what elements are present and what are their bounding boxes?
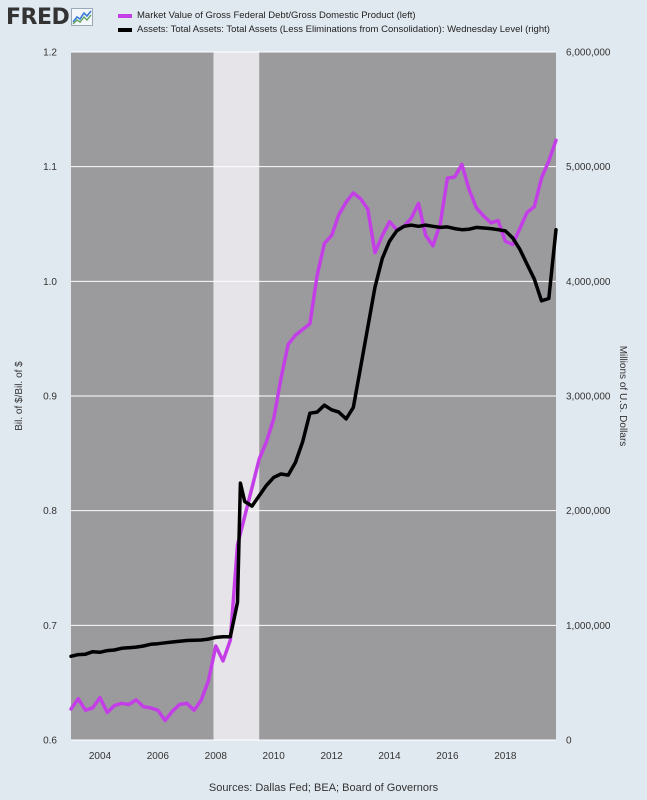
x-axis-ticks: 2004 2006 2008 2010 2012 2014 2016 2018 — [89, 751, 517, 762]
left-tick-label: 1.2 — [43, 48, 57, 59]
x-tick-label: 2004 — [89, 751, 112, 762]
right-tick-label: 6,000,000 — [566, 48, 611, 59]
x-tick-label: 2010 — [263, 751, 286, 762]
right-tick-label: 1,000,000 — [566, 621, 611, 632]
chart-legend: Market Value of Gross Federal Debt/Gross… — [118, 9, 550, 37]
x-tick-label: 2008 — [205, 751, 228, 762]
left-tick-label: 0.7 — [43, 621, 57, 632]
legend-item-fed-assets: Assets: Total Assets: Total Assets (Less… — [118, 23, 550, 37]
legend-item-debt-gdp: Market Value of Gross Federal Debt/Gross… — [118, 9, 550, 23]
left-axis-ticks: 0.6 0.7 0.8 0.9 1.0 1.1 1.2 — [43, 48, 57, 747]
left-tick-label: 1.1 — [43, 162, 57, 173]
right-tick-label: 2,000,000 — [566, 506, 611, 517]
x-tick-label: 2014 — [378, 751, 401, 762]
series-line-debt-gdp — [69, 138, 558, 723]
right-axis-title: Millions of U.S. Dollars — [617, 346, 628, 447]
fred-logo-text: FRED — [6, 4, 70, 30]
gridlines — [71, 51, 556, 741]
sources-note: Sources: Dallas Fed; BEA; Board of Gover… — [208, 782, 439, 794]
x-tick-label: 2012 — [320, 751, 343, 762]
x-tick-label: 2016 — [436, 751, 459, 762]
left-tick-label: 0.8 — [43, 506, 57, 517]
right-tick-label: 3,000,000 — [566, 392, 611, 403]
legend-label-debt-gdp: Market Value of Gross Federal Debt/Gross… — [137, 10, 416, 21]
legend-swatch-fed-assets — [118, 28, 132, 32]
right-tick-label: 0 — [566, 736, 572, 747]
left-axis-title: Bil. of $/Bil. of $ — [14, 361, 25, 431]
left-tick-label: 1.0 — [43, 277, 57, 288]
right-axis-ticks: 0 1,000,000 2,000,000 3,000,000 4,000,000 5,0… — [566, 48, 611, 747]
legend-label-fed-assets: Assets: Total Assets: Total Assets (Less… — [137, 24, 550, 35]
series-layer — [69, 138, 558, 723]
series-line-fed-assets — [69, 223, 558, 659]
right-tick-label: 5,000,000 — [566, 162, 611, 173]
left-tick-label: 0.6 — [43, 736, 57, 747]
legend-swatch-debt-gdp — [118, 14, 132, 18]
right-tick-label: 4,000,000 — [566, 277, 611, 288]
fred-logo: FRED — [6, 4, 94, 30]
x-tick-label: 2006 — [147, 751, 170, 762]
left-tick-label: 0.9 — [43, 392, 57, 403]
x-tick-label: 2018 — [494, 751, 517, 762]
fred-logo-graph-icon — [71, 8, 94, 26]
